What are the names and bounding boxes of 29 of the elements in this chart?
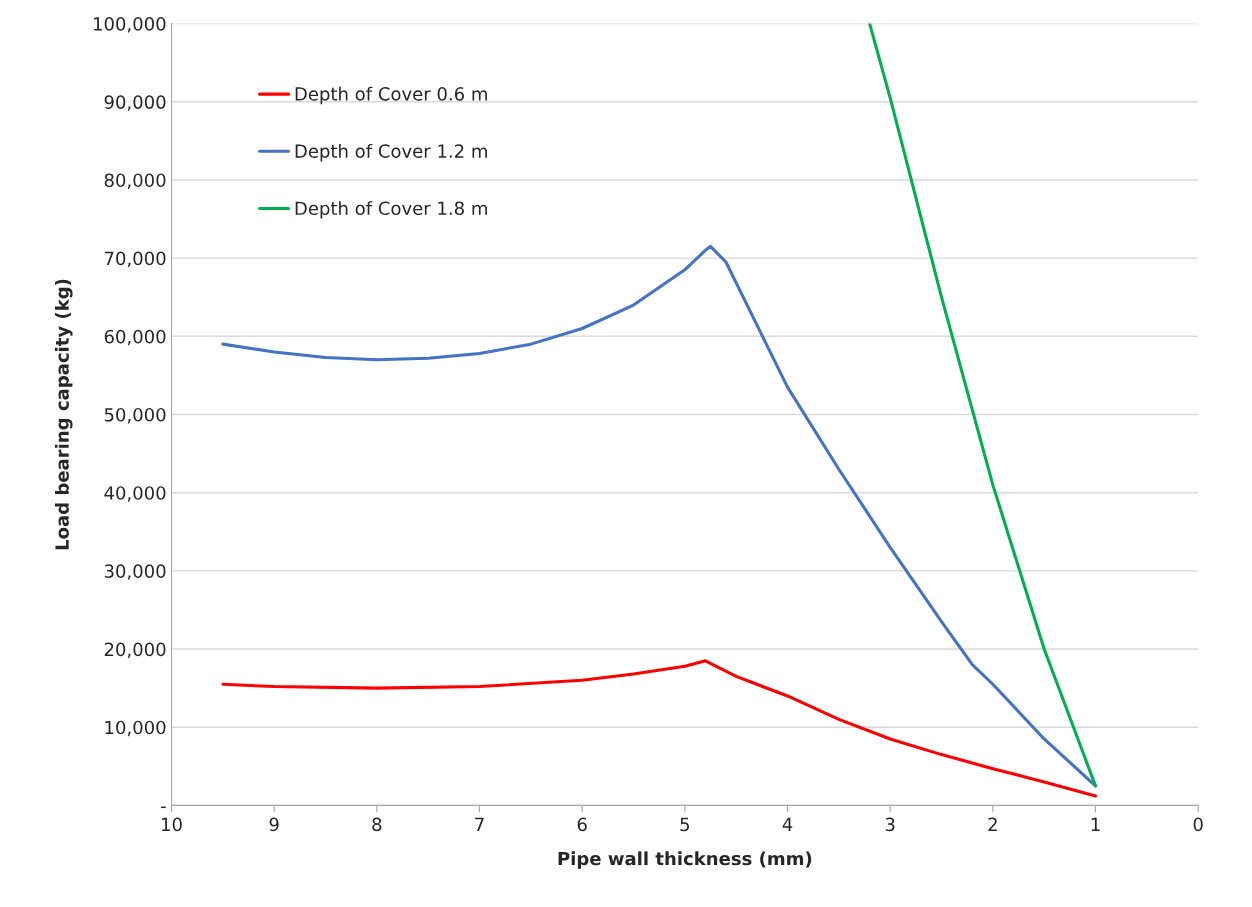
x-tick-label: 8	[372, 817, 382, 832]
legend-label: Depth of Cover 0.6 m	[295, 86, 487, 105]
y-axis-title: Load bearing capacity (kg)	[54, 279, 73, 550]
legend-label: Depth of Cover 1.8 m	[295, 201, 487, 219]
y-tick-label: 70,000	[104, 251, 166, 268]
x-tick-label: 5	[680, 817, 690, 832]
line-series	[221, 659, 1098, 798]
y-tick-label: 90,000	[104, 95, 166, 111]
x-tick-label: 1	[1091, 817, 1100, 831]
y-tick-label: 20,000	[104, 642, 166, 659]
x-tick-label: 0	[1193, 817, 1203, 832]
x-axis-title: Pipe wall thickness (mm)	[558, 851, 812, 869]
x-tick-label: 6	[577, 817, 587, 832]
y-tick-label: 40,000	[104, 486, 166, 502]
y-tick-label: 50,000	[104, 407, 166, 424]
y-tick-label: 60,000	[104, 329, 166, 346]
x-tick-label: 7	[475, 817, 484, 831]
legend-label: Depth of Cover 1.2 m	[295, 143, 487, 162]
x-tick-label: 3	[885, 817, 895, 832]
y-tick-label: 100,000	[93, 17, 166, 33]
line-series	[868, 23, 1098, 788]
x-tick-label: 9	[269, 817, 279, 832]
y-tick-label: 80,000	[104, 173, 166, 189]
x-tick-label: 10	[162, 817, 182, 832]
y-tick-label: 10,000	[105, 720, 166, 737]
x-tick-label: 2	[988, 817, 997, 831]
x-tick-label: 4	[782, 817, 793, 831]
y-tick-label: 30,000	[104, 564, 166, 580]
y-tick-label: -	[161, 806, 166, 809]
